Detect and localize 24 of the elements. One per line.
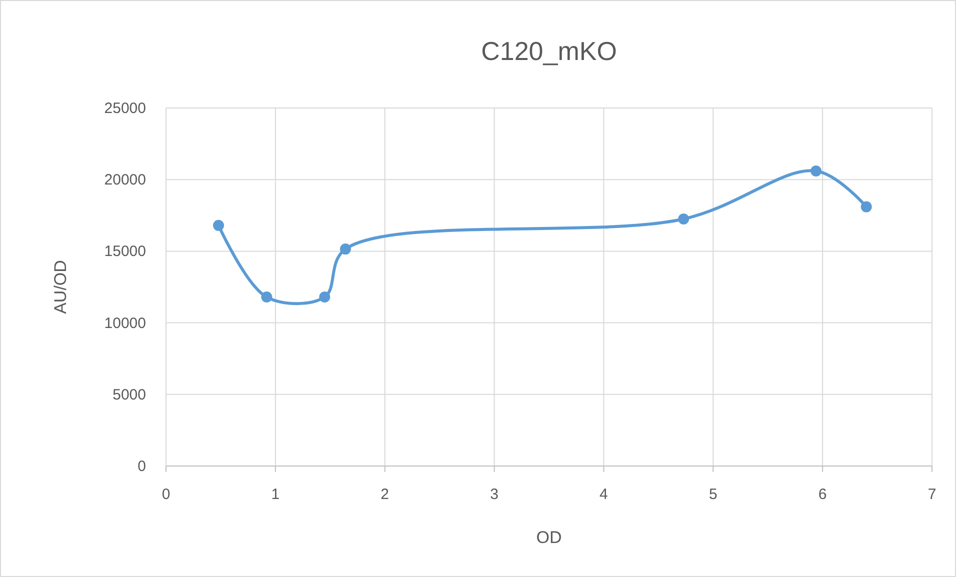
x-axis-title: OD [536, 528, 562, 547]
point [261, 292, 272, 303]
x-tick-label: 1 [271, 486, 280, 503]
y-axis-title: AU/OD [51, 260, 70, 314]
point [678, 213, 690, 224]
point [810, 166, 822, 177]
point [213, 220, 224, 231]
y-tick-label: 10000 [104, 314, 146, 332]
x-tick-label: 5 [708, 486, 718, 503]
y-tick-label: 0 [138, 458, 146, 475]
x-tick-label: 7 [928, 486, 936, 503]
y-tick-label: 25000 [104, 100, 146, 117]
chart-title: C120_mKO [481, 36, 617, 66]
x-tick-label: 6 [818, 486, 827, 503]
point [860, 201, 872, 212]
x-tick-label: 3 [490, 486, 498, 503]
x-tick-label: 0 [162, 486, 170, 503]
x-tick-label: 2 [380, 486, 390, 503]
y-tick-label: 20000 [104, 172, 146, 189]
x-tick-label: 4 [600, 486, 608, 503]
point [319, 292, 330, 303]
y-tick-label: 5000 [112, 386, 146, 404]
point [340, 244, 351, 255]
y-tick-label: 15000 [104, 243, 146, 260]
